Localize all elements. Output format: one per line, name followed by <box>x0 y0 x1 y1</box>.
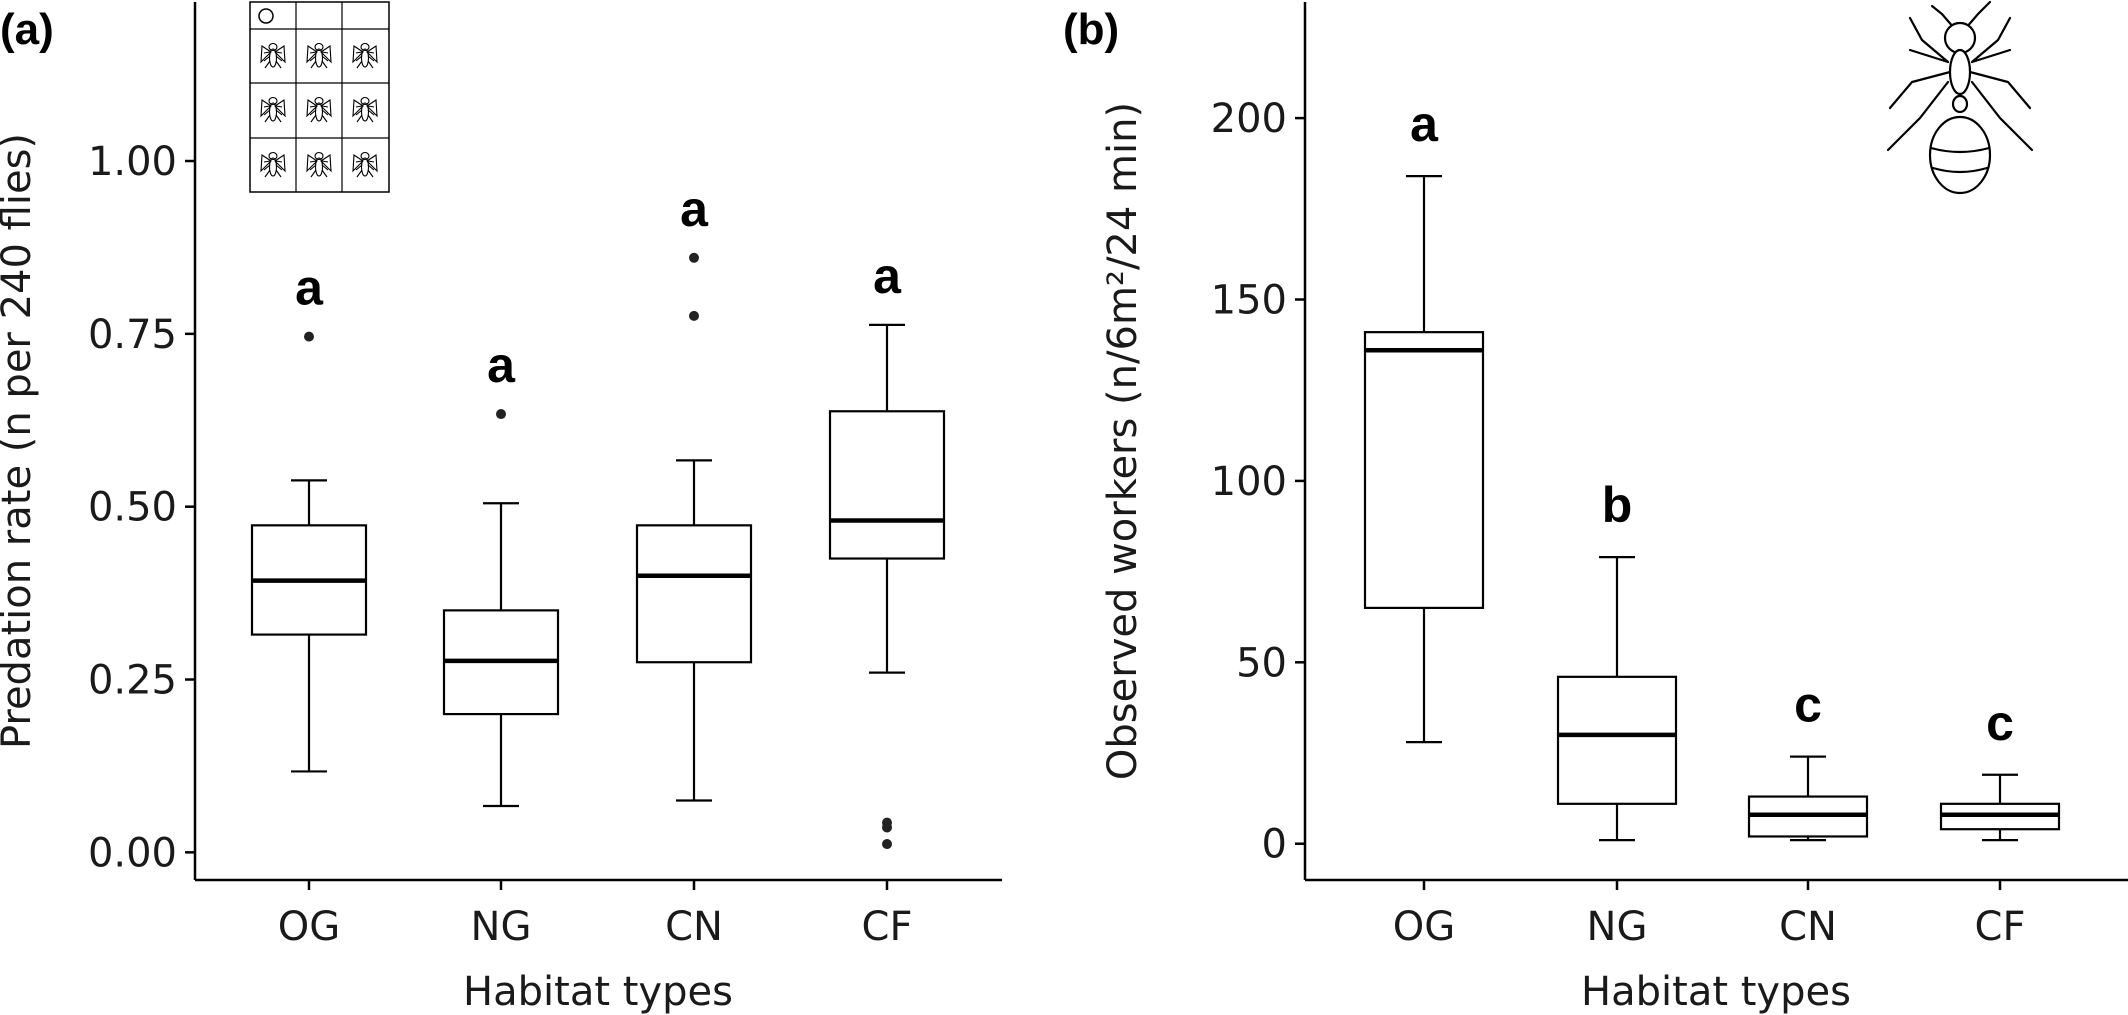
fly-icon <box>306 96 332 123</box>
panel-a-boxes: a a a a <box>250 181 946 850</box>
box-og: a <box>1363 96 1485 744</box>
outlier-point <box>689 252 699 263</box>
panel-a: (a) 0.00 0.25 0.50 0.75 1.00 OG NG CN CF a a a a P… <box>0 1 1002 1015</box>
x-tick-label: OG <box>1393 904 1455 950</box>
panel-a-y-ticks: 0.00 0.25 0.50 0.75 1.00 <box>88 139 195 876</box>
fly-icon <box>260 96 286 123</box>
fly-icon <box>260 151 286 178</box>
panel-b-y-ticks: 0 50 100 150 200 <box>1211 96 1305 868</box>
ant-icon <box>1886 0 2034 195</box>
significance-letter: c <box>1986 695 2014 751</box>
box-iqr <box>635 524 753 664</box>
outlier-point <box>882 839 892 850</box>
outlier-point <box>496 409 506 420</box>
panel-b-label: (b) <box>1063 5 1119 54</box>
y-tick-label: 0.50 <box>88 485 177 531</box>
fly-icon <box>352 151 378 178</box>
box-cn: a <box>635 181 753 802</box>
box-iqr <box>828 410 946 560</box>
outlier-point <box>882 817 892 828</box>
box-cn: c <box>1747 677 1869 842</box>
y-tick-label: 50 <box>1236 640 1287 686</box>
panel-a-x-ticks: OG NG CN CF <box>278 880 913 950</box>
y-tick-label: 0 <box>1262 822 1287 868</box>
y-tick-label: 1.00 <box>88 139 177 185</box>
box-cf: c <box>1939 695 2061 842</box>
significance-letter: c <box>1794 677 1822 733</box>
y-tick-label: 0.25 <box>88 658 177 704</box>
significance-letter: a <box>295 260 324 316</box>
fly-icon <box>260 42 286 69</box>
x-tick-label: CN <box>1779 904 1837 950</box>
x-tick-label: CF <box>1975 904 2026 950</box>
x-tick-label: NG <box>471 904 532 950</box>
fly-icon <box>352 42 378 69</box>
y-tick-label: 150 <box>1211 278 1287 324</box>
panel-a-y-axis-label: Predation rate (n per 240 flies) <box>0 133 40 749</box>
box-cf: a <box>828 248 946 850</box>
significance-letter: b <box>1602 477 1633 533</box>
panel-b-y-axis-label: Observed workers (n/6m²/24 min) <box>1100 102 1146 780</box>
box-iqr <box>1363 331 1485 609</box>
significance-letter: a <box>873 248 902 304</box>
box-ng: a <box>442 337 560 808</box>
fly-icon <box>306 42 332 69</box>
y-tick-label: 200 <box>1211 96 1287 142</box>
y-tick-label: 0.75 <box>88 312 177 358</box>
outlier-point <box>304 331 314 342</box>
significance-letter: a <box>487 337 516 393</box>
panel-a-label: (a) <box>0 5 54 54</box>
panel-a-x-axis-label: Habitat types <box>463 969 733 1015</box>
panel-b-x-ticks: OG NG CN CF <box>1393 880 2026 950</box>
fly-icon <box>306 151 332 178</box>
x-tick-label: NG <box>1587 904 1648 950</box>
panel-b: (b) 0 50 100 150 200 OG NG CN CF a b c c Observed … <box>1063 0 2128 1015</box>
y-tick-label: 0.00 <box>88 830 177 876</box>
x-tick-label: CF <box>862 904 913 950</box>
x-tick-label: CN <box>665 904 723 950</box>
x-tick-label: OG <box>278 904 340 950</box>
fly-grid-icon <box>249 1 390 193</box>
panel-b-x-axis-label: Habitat types <box>1581 969 1851 1015</box>
y-tick-label: 100 <box>1211 459 1287 505</box>
box-ng: b <box>1556 477 1678 842</box>
significance-letter: a <box>1410 96 1439 152</box>
significance-letter: a <box>680 181 709 237</box>
panel-b-boxes: a b c c <box>1363 96 2061 842</box>
box-og: a <box>250 260 368 773</box>
fly-icon <box>352 96 378 123</box>
outlier-point <box>689 310 699 321</box>
box-iqr <box>1556 675 1678 805</box>
